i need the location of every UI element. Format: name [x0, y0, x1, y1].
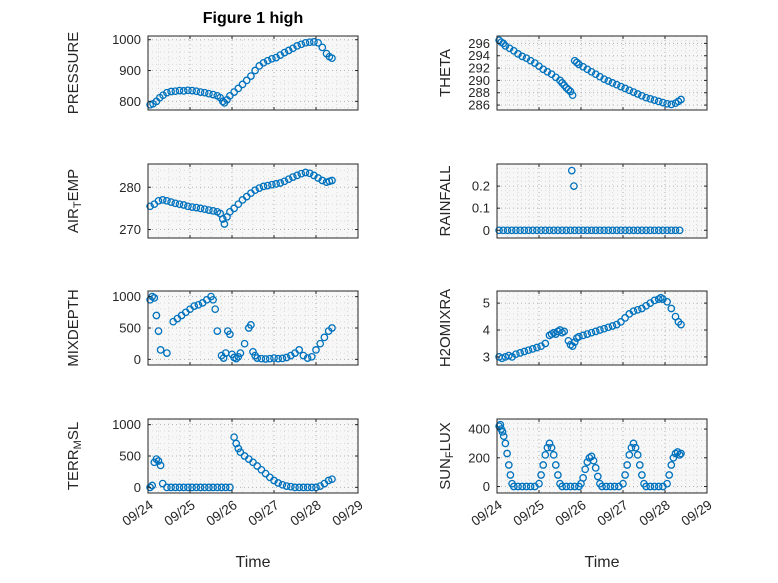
- subplot-terr-msl: 0 500 1000 09/24 09/25 09/26 09/27 09/28 09/29 TE…: [65, 417, 366, 529]
- plot-box: [147, 163, 359, 239]
- data-points: [495, 420, 685, 491]
- y-tick-label: 1000: [112, 289, 141, 304]
- y-tick-label: 1000: [112, 417, 141, 432]
- x-tick-label: 09/28: [636, 497, 672, 529]
- data-points: [495, 293, 685, 363]
- subplot-pressure: 800 900 1000 PRESSURE: [65, 32, 359, 115]
- subplot-h2omixra: 3 4 5 H2OMIXRA: [437, 289, 708, 367]
- y-tick-label: 292: [468, 61, 490, 76]
- y-tick-label: 0.2: [472, 179, 490, 194]
- x-axis-label-left: Time: [235, 554, 271, 571]
- y-axis-label-sun-flux: SUNFLUX: [437, 422, 456, 490]
- minor-grid: [148, 36, 358, 110]
- y-axis-label-mixdepth: MIXDEPTH: [65, 289, 82, 367]
- data-points: [146, 168, 336, 228]
- tick-marks: [147, 164, 359, 238]
- y-tick-label: 296: [468, 36, 490, 51]
- subplot-rainfall: 0 0.1 0.2 RAINFALL: [437, 163, 708, 239]
- y-tick-label: 0: [483, 223, 490, 238]
- y-tick-label: 800: [119, 94, 141, 109]
- major-grid: [148, 36, 358, 110]
- data-points: [495, 36, 685, 109]
- y-tick-label: 0.1: [472, 201, 490, 216]
- data-points: [146, 433, 336, 492]
- y-axis-label-h2omixra: H2OMIXRA: [437, 289, 454, 367]
- y-tick-label: 288: [468, 85, 490, 100]
- x-tick-label: 09/26: [203, 497, 239, 529]
- y-tick-label: 400: [468, 422, 490, 437]
- data-points: [495, 166, 684, 235]
- tick-marks: [496, 36, 708, 110]
- y-tick-label: 1000: [112, 32, 141, 47]
- y-tick-label: 0: [134, 480, 141, 495]
- tick-marks: [496, 291, 708, 365]
- subplot-sun-flux: 0 200 400 09/24 09/25 09/26 09/27 09/28 09/29 SUN…: [437, 418, 715, 529]
- y-axis-label-rainfall: RAINFALL: [437, 166, 454, 237]
- data-points: [146, 38, 336, 109]
- y-axis-label-theta: THETA: [437, 49, 454, 97]
- x-tick-label: 09/24: [119, 497, 156, 529]
- tick-marks: [147, 36, 359, 110]
- x-tick-label: 09/27: [594, 497, 630, 529]
- y-tick-label: 290: [468, 73, 490, 88]
- major-grid: [497, 36, 707, 110]
- figure-title: Figure 1 high: [202, 10, 304, 27]
- x-tick-label: 09/29: [329, 497, 365, 529]
- x-tick-label: 09/28: [287, 497, 323, 529]
- plot-box: [496, 418, 708, 494]
- plot-box: [496, 163, 708, 239]
- plot-box: [147, 35, 359, 111]
- y-tick-label: 0: [134, 352, 141, 367]
- minor-grid: [497, 164, 707, 238]
- x-tick-label: 09/27: [245, 497, 281, 529]
- plot-box: [496, 290, 708, 366]
- y-tick-label: 270: [119, 222, 141, 237]
- y-tick-label: 500: [119, 449, 141, 464]
- tick-marks: [147, 419, 359, 493]
- y-axis-label-terr-msl: TERRMSL: [65, 422, 84, 490]
- minor-grid: [497, 36, 707, 110]
- x-tick-label: 09/29: [678, 497, 714, 529]
- major-grid: [148, 419, 358, 493]
- y-tick-label: 294: [468, 48, 490, 63]
- y-tick-label: 280: [119, 180, 141, 195]
- x-tick-label: 09/25: [510, 497, 546, 529]
- data-points: [146, 292, 336, 363]
- tick-marks: [496, 164, 708, 238]
- y-tick-label: 0: [483, 479, 490, 494]
- y-axis-label-air-temp: AIRTEMP: [65, 169, 84, 233]
- y-tick-label: 3: [483, 349, 490, 364]
- major-grid: [497, 291, 707, 365]
- y-tick-label: 900: [119, 63, 141, 78]
- subplot-air-temp: 270 280 AIRTEMP: [65, 163, 359, 239]
- subplot-mixdepth: 0 500 1000 MIXDEPTH: [65, 289, 359, 367]
- plot-box: [496, 35, 708, 111]
- y-tick-label: 5: [483, 296, 490, 311]
- y-axis-label-pressure: PRESSURE: [65, 32, 82, 115]
- tick-marks: [496, 419, 708, 493]
- x-tick-label: 09/26: [552, 497, 588, 529]
- y-tick-label: 200: [468, 450, 490, 465]
- x-tick-label: 09/25: [161, 497, 197, 529]
- tick-marks: [147, 291, 359, 365]
- x-tick-label: 09/24: [468, 497, 505, 529]
- major-grid: [497, 164, 707, 238]
- x-axis-label-right: Time: [584, 554, 620, 571]
- y-tick-label: 286: [468, 98, 490, 113]
- y-tick-label: 500: [119, 321, 141, 336]
- y-tick-label: 4: [483, 323, 490, 338]
